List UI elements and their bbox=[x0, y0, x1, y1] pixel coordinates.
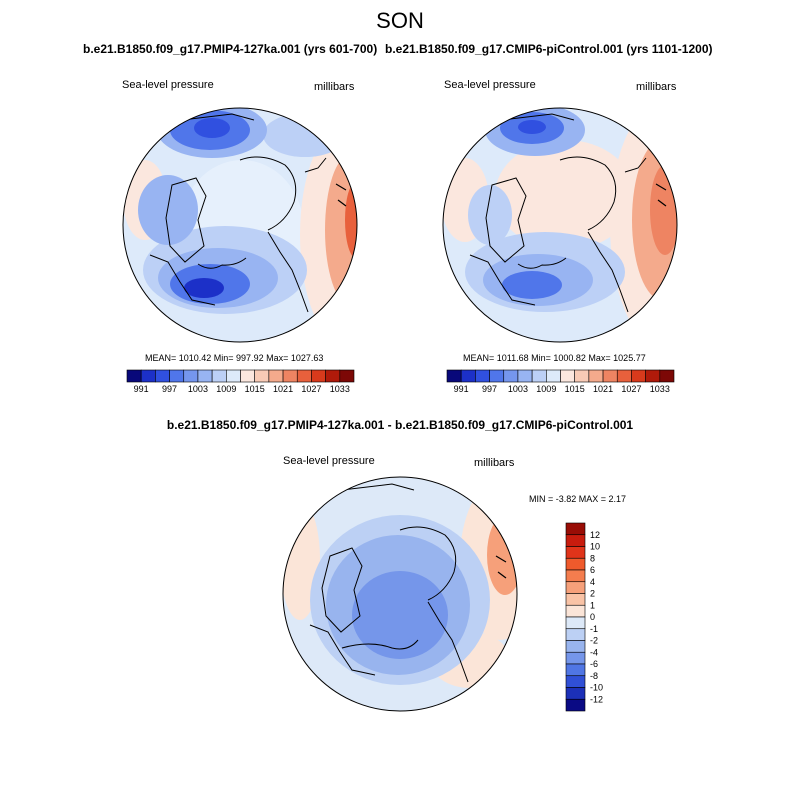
colorbar-box bbox=[565, 593, 586, 606]
colorbar-pmip4: 991 997 1003 1009 1015 1021 1027 1033 bbox=[126, 369, 355, 394]
colorbar-box bbox=[565, 534, 586, 547]
colorbar-box bbox=[565, 557, 586, 571]
colorbar-tick-label: 1033 bbox=[650, 384, 670, 394]
variable-label-picontrol: Sea-level pressure bbox=[444, 79, 536, 91]
colorbar-tick-label: -6 bbox=[590, 659, 598, 669]
colorbar-picontrol: 991 997 1003 1009 1015 1021 1027 1033 bbox=[446, 369, 675, 394]
colorbar-box bbox=[565, 663, 586, 677]
stats-picontrol: MEAN= 1011.68 Min= 1000.82 Max= 1025.77 bbox=[463, 353, 646, 363]
colorbar-tick-label: 1 bbox=[590, 600, 595, 610]
colorbar-box bbox=[460, 369, 476, 383]
colorbar-box bbox=[574, 369, 590, 383]
colorbar-tick-label: 4 bbox=[590, 577, 595, 587]
colorbar-box bbox=[565, 616, 586, 630]
colorbar-tick-label: 12 bbox=[590, 530, 600, 540]
colorbar-tick-label: 6 bbox=[590, 565, 595, 575]
colorbar-tick-label: -2 bbox=[590, 636, 598, 646]
colorbar-box bbox=[565, 569, 586, 583]
colorbar-tick-label: -12 bbox=[590, 694, 603, 704]
colorbar-tick-label: -1 bbox=[590, 624, 598, 634]
colorbar-box bbox=[197, 369, 213, 383]
map-picontrol bbox=[442, 107, 678, 343]
colorbar-box bbox=[296, 369, 312, 383]
colorbar-tick-label: 1027 bbox=[621, 384, 641, 394]
panel-title-picontrol: b.e21.B1850.f09_g17.CMIP6-piControl.001 … bbox=[385, 42, 713, 56]
colorbar-tick-label: 997 bbox=[482, 384, 497, 394]
colorbar-box bbox=[565, 604, 586, 618]
colorbar-tick-label: -10 bbox=[590, 683, 603, 693]
colorbar-box bbox=[565, 687, 586, 700]
season-title: SON bbox=[376, 8, 424, 33]
colorbar-tick-label: 1009 bbox=[536, 384, 556, 394]
colorbar-box bbox=[565, 546, 586, 559]
colorbar-tick-label: 1015 bbox=[245, 384, 265, 394]
colorbar-tick-label: 1033 bbox=[330, 384, 350, 394]
colorbar-box bbox=[254, 369, 270, 383]
colorbar-tick-label: 991 bbox=[454, 384, 469, 394]
colorbar-box bbox=[240, 369, 255, 383]
colorbar-box bbox=[565, 581, 586, 594]
colorbar-box bbox=[211, 369, 227, 383]
units-label-diff: millibars bbox=[474, 457, 515, 469]
colorbar-tick-label: 8 bbox=[590, 553, 595, 563]
colorbar-tick-label: 1003 bbox=[508, 384, 528, 394]
colorbar-box bbox=[560, 369, 575, 383]
colorbar-box bbox=[546, 369, 561, 383]
panel-title-pmip4: b.e21.B1850.f09_g17.PMIP4-127ka.001 (yrs… bbox=[83, 42, 378, 56]
colorbar-box bbox=[565, 628, 586, 641]
map-difference bbox=[282, 476, 518, 712]
colorbar-box bbox=[226, 369, 241, 383]
colorbar-box bbox=[645, 369, 661, 383]
colorbar-tick-label: 991 bbox=[134, 384, 149, 394]
colorbar-box bbox=[503, 369, 519, 383]
colorbar-tick-label: 997 bbox=[162, 384, 177, 394]
colorbar-tick-label: 1021 bbox=[593, 384, 613, 394]
colorbar-tick-label: 1009 bbox=[216, 384, 236, 394]
colorbar-box bbox=[565, 675, 586, 688]
colorbar-box bbox=[155, 369, 170, 383]
colorbar-box bbox=[282, 369, 298, 383]
variable-label-pmip4: Sea-level pressure bbox=[122, 79, 214, 91]
colorbar-tick-label: 1027 bbox=[301, 384, 321, 394]
colorbar-box bbox=[446, 369, 462, 383]
units-label-picontrol: millibars bbox=[636, 81, 677, 93]
colorbar-box bbox=[531, 369, 547, 383]
colorbar-tick-label: 2 bbox=[590, 589, 595, 599]
colorbar-tick-label: 1021 bbox=[273, 384, 293, 394]
colorbar-tick-label: -4 bbox=[590, 647, 598, 657]
colorbar-tick-label: 1015 bbox=[565, 384, 585, 394]
colorbar-tick-label: 0 bbox=[590, 612, 595, 622]
colorbar-box bbox=[659, 369, 675, 383]
colorbar-box bbox=[565, 698, 586, 712]
colorbar-tick-label: 10 bbox=[590, 542, 600, 552]
colorbar-box bbox=[140, 369, 156, 383]
colorbar-box bbox=[565, 522, 586, 536]
colorbar-box bbox=[565, 640, 586, 653]
colorbar-box bbox=[169, 369, 185, 383]
colorbar-box bbox=[602, 369, 618, 383]
colorbar-box bbox=[631, 369, 646, 383]
colorbar-box bbox=[325, 369, 341, 383]
colorbar-box bbox=[616, 369, 632, 383]
colorbar-tick-label: -8 bbox=[590, 671, 598, 681]
colorbar-box bbox=[588, 369, 604, 383]
colorbar-box bbox=[517, 369, 533, 383]
colorbar-box bbox=[475, 369, 490, 383]
colorbar-box bbox=[126, 369, 142, 383]
colorbar-box bbox=[489, 369, 505, 383]
colorbar-box bbox=[268, 369, 284, 383]
colorbar-tick-label: 1003 bbox=[188, 384, 208, 394]
colorbar-box bbox=[565, 651, 586, 665]
colorbar-box bbox=[183, 369, 199, 383]
colorbar-box bbox=[339, 369, 355, 383]
stats-pmip4: MEAN= 1010.42 Min= 997.92 Max= 1027.63 bbox=[145, 353, 324, 363]
variable-label-diff: Sea-level pressure bbox=[283, 455, 375, 467]
map-pmip4 bbox=[122, 107, 358, 343]
colorbar-box bbox=[311, 369, 326, 383]
stats-diff: MIN = -3.82 MAX = 2.17 bbox=[529, 494, 627, 504]
units-label-pmip4: millibars bbox=[314, 81, 355, 93]
difference-title: b.e21.B1850.f09_g17.PMIP4-127ka.001 - b.… bbox=[166, 418, 634, 432]
